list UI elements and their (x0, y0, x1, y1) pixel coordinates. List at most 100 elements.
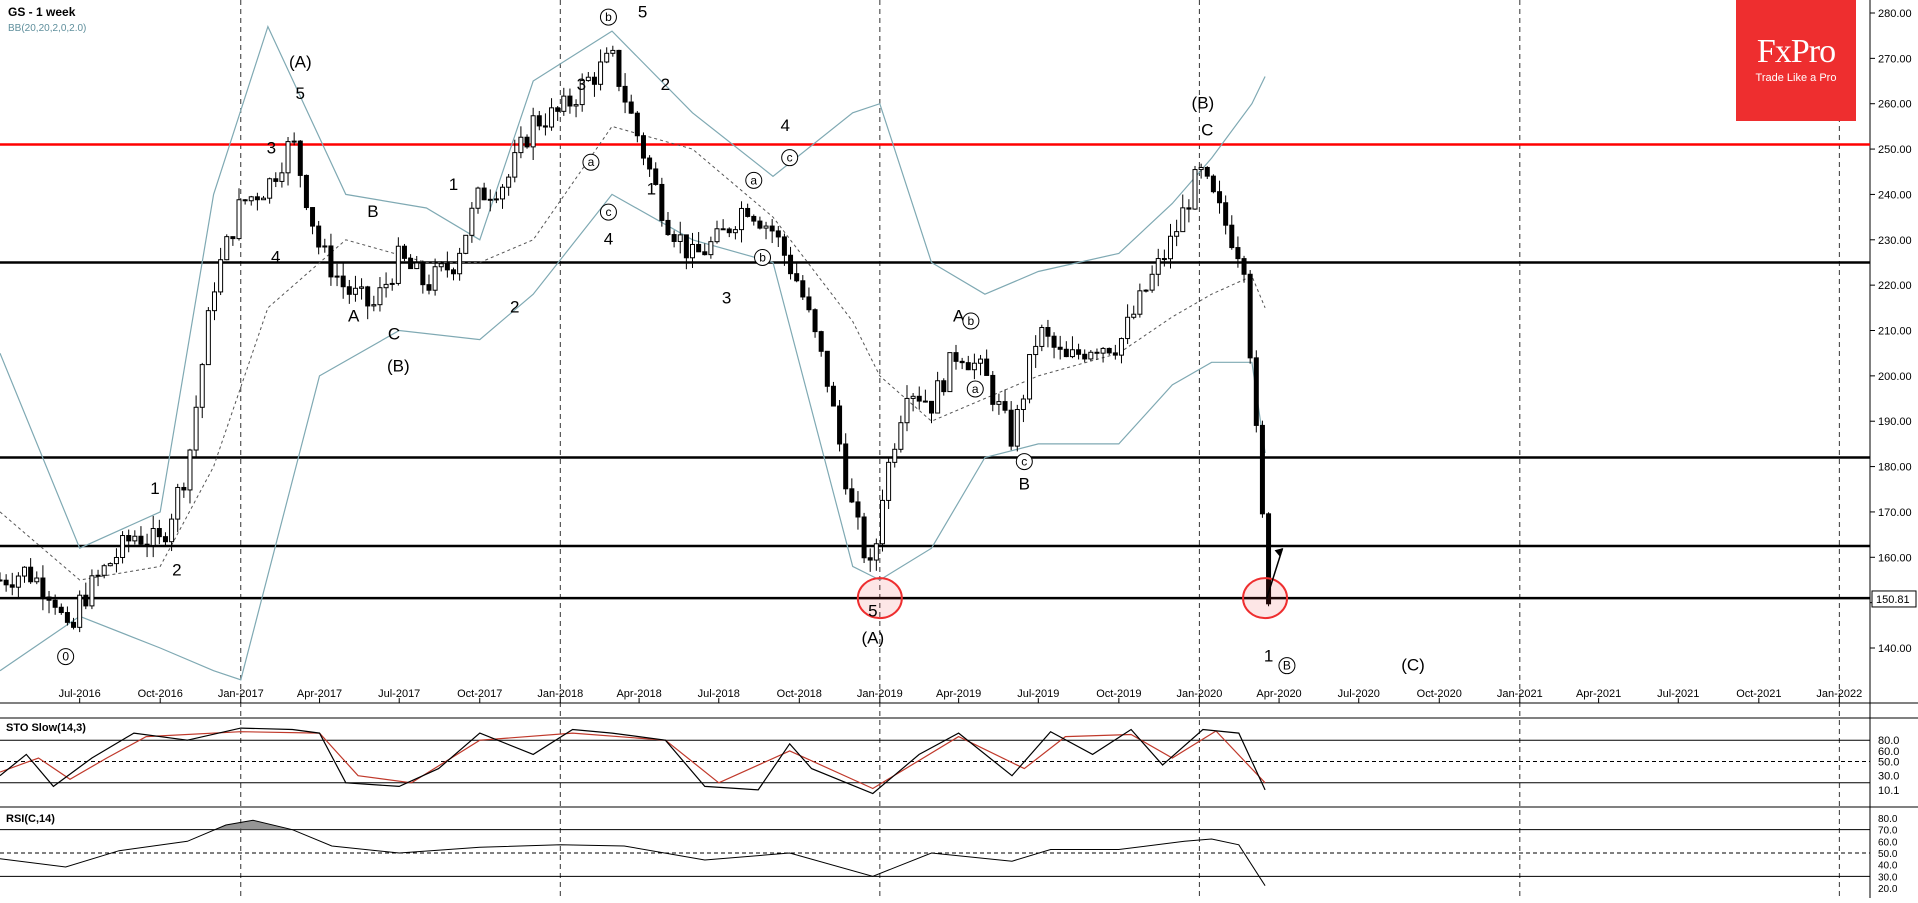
candle-body (1161, 258, 1167, 261)
sto-tick-label: 50.0 (1878, 757, 1899, 769)
candle-body (162, 536, 168, 543)
candle-body (1229, 224, 1235, 249)
candle-body (1125, 316, 1131, 340)
candle-body (230, 236, 236, 240)
candle-body (175, 486, 181, 520)
wave-label: 1 (150, 479, 159, 498)
candle-body (1259, 424, 1265, 515)
candle-body (763, 225, 769, 229)
rsi-tick-label: 70.0 (1878, 826, 1898, 837)
candle-body (824, 350, 830, 387)
candle-body (757, 220, 763, 229)
candle-body (867, 557, 873, 561)
candle-body (671, 234, 677, 242)
date-tick-label: Jan-2017 (218, 688, 264, 700)
wave-label-circle (1015, 453, 1033, 471)
wave-label-circle (781, 149, 799, 167)
rsi-tick-label: 40.0 (1878, 861, 1898, 872)
candle-body (58, 606, 64, 614)
candle-body (898, 422, 904, 450)
rsi-tick-label: 80.0 (1878, 814, 1898, 825)
date-tick-label: Jul-2016 (59, 688, 101, 700)
candle-body (205, 310, 211, 366)
candle-body (132, 535, 138, 542)
candle-body (935, 380, 941, 414)
candle-body (555, 107, 561, 112)
candle-body (1002, 401, 1008, 411)
candle-body (653, 168, 659, 185)
candle-body (732, 229, 738, 234)
candle-body (959, 360, 965, 364)
candle-body (1100, 347, 1106, 354)
sto-tick-label: 30.0 (1878, 771, 1899, 783)
candle-body (1106, 347, 1112, 354)
wave-label: a (972, 382, 979, 396)
candle-body (990, 374, 996, 405)
candle-body (297, 140, 303, 176)
candle-body (830, 385, 836, 407)
price-tick-label: 260.00 (1878, 99, 1912, 111)
candle-body (438, 263, 444, 268)
wave-label: (B) (387, 356, 410, 375)
candle-body (432, 266, 438, 291)
wave-label-circle (966, 380, 984, 398)
candle-body (751, 215, 757, 222)
candle-body (377, 287, 383, 306)
candle-body (1082, 353, 1088, 360)
price-tick-label: 280.00 (1878, 8, 1912, 20)
candle-body (530, 115, 536, 148)
wave-label: (B) (1192, 93, 1215, 112)
sto-d-line (0, 730, 1266, 790)
candle-body (352, 287, 358, 295)
candle-body (303, 174, 309, 209)
date-tick-label: Jan-2020 (1176, 688, 1222, 700)
candle-body (708, 241, 714, 256)
rsi-tick-label: 20.0 (1878, 884, 1898, 895)
wave-label: A (953, 306, 965, 325)
candle-body (628, 101, 634, 114)
candle-body (1241, 258, 1247, 275)
candle-body (89, 575, 95, 607)
candle-body (444, 263, 450, 271)
candle-body (879, 499, 885, 545)
wave-label: 1 (449, 175, 458, 194)
wave-label: 3 (722, 288, 731, 307)
candle-body (689, 243, 695, 259)
candle-body (861, 516, 867, 559)
candle-body (469, 207, 475, 236)
candle-body (1027, 354, 1033, 400)
candle-body (9, 584, 15, 588)
candle-body (573, 104, 579, 107)
wave-label: (A) (862, 628, 885, 647)
support-circle (1242, 577, 1289, 620)
candle-body (1033, 345, 1039, 356)
chart-title: GS - 1 week (8, 5, 76, 19)
candle-body (647, 157, 653, 170)
date-tick-label: Jul-2021 (1657, 688, 1699, 700)
candle-body (1088, 351, 1094, 360)
candle-body (365, 286, 371, 307)
candle-body (1143, 289, 1149, 292)
date-tick-label: Apr-2021 (1576, 688, 1621, 700)
candle-body (150, 528, 156, 546)
price-tick-label: 180.00 (1878, 462, 1912, 474)
candle-body (414, 262, 420, 270)
candle-body (837, 405, 843, 445)
price-tick-label: 140.00 (1878, 643, 1912, 655)
candle-body (34, 577, 40, 583)
date-tick-label: Oct-2020 (1417, 688, 1462, 700)
candle-body (481, 187, 487, 201)
candle-body (1063, 348, 1069, 358)
date-tick-label: Jul-2018 (698, 688, 740, 700)
candle-body (585, 76, 591, 82)
candle-body (1198, 166, 1204, 171)
date-tick-label: Oct-2021 (1736, 688, 1781, 700)
candle-body (211, 291, 217, 312)
date-tick-label: Jan-2019 (857, 688, 903, 700)
sto-tick-label: 80.0 (1878, 735, 1899, 747)
candle-body (928, 400, 934, 414)
date-tick-label: Jul-2017 (378, 688, 420, 700)
candle-body (916, 395, 922, 402)
sto-k-line (0, 727, 1266, 795)
